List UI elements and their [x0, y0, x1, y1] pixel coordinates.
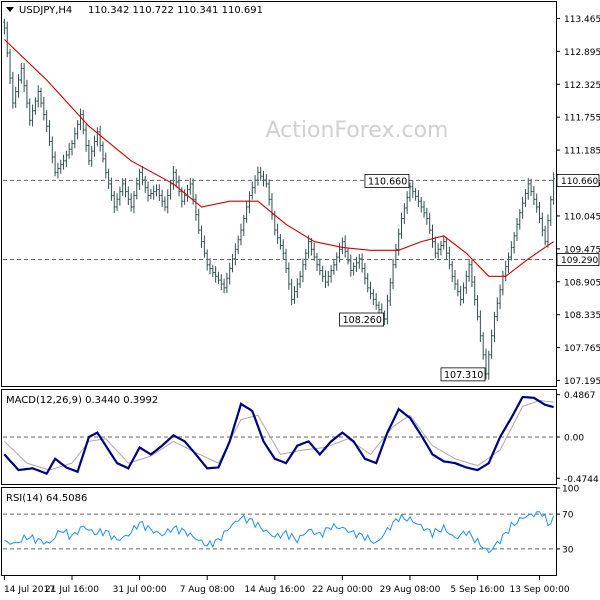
price-tick-label: 113.465 [564, 15, 600, 25]
price-tick-label: 112.895 [564, 48, 600, 58]
macd-signal-line [4, 399, 554, 471]
level-price-label: 109.290 [561, 256, 598, 266]
time-tick-label: 29 Aug 08:00 [380, 585, 441, 595]
time-tick-label: 5 Sep 16:00 [450, 585, 505, 595]
moving-average-line [4, 39, 554, 277]
price-tick-label: 110.045 [564, 212, 600, 222]
price-tick-label: 112.325 [564, 81, 600, 91]
rsi-panel-frame [1, 487, 557, 576]
macd-tick-label: -0.4744 [564, 475, 599, 485]
time-tick-label: 13 Sep 00:00 [509, 585, 569, 595]
rsi-tick-label: 100 [562, 485, 579, 495]
price-annotations: 110.660 108.260 107.310 [339, 174, 486, 382]
price-plot [3, 18, 555, 380]
rsi-tick-label: 30 [562, 545, 574, 555]
level-price-box [556, 253, 600, 266]
rsi-tick-label: 70 [562, 511, 574, 521]
price-tick-label: 108.335 [564, 311, 600, 321]
symbol-title: USDJPY,H4 [19, 5, 72, 16]
collapse-triangle-icon[interactable] [6, 7, 14, 12]
rsi-line [4, 511, 555, 554]
time-tick-label: 31 Jul 00:00 [113, 585, 167, 595]
rsi-axis: 100 70 30 [556, 485, 579, 555]
price-panel-frame [1, 1, 557, 387]
watermark: ActionForex.com [266, 118, 449, 143]
level-lines: 110.660 109.290 [3, 174, 600, 266]
macd-axis: 0.4867 0.00 -0.4744 [556, 391, 599, 485]
macd-line [3, 395, 554, 475]
macd-title: MACD(12,26,9) 0.3440 0.3992 [6, 395, 158, 406]
time-tick-label: 22 Aug 00:00 [312, 585, 373, 595]
rsi-plot [3, 511, 556, 554]
price-tick-label: 109.475 [564, 245, 600, 255]
level-price-label: 110.660 [561, 177, 598, 187]
time-tick-label: 14 Aug 16:00 [244, 585, 305, 595]
annotation-box [339, 312, 385, 327]
price-tick-label: 107.765 [564, 344, 600, 354]
macd-tick-label: 0.4867 [564, 391, 596, 401]
price-header: USDJPY,H4 110.342 110.722 110.341 110.69… [6, 5, 263, 16]
annotation-label: 108.260 [343, 315, 382, 326]
price-axis: 113.465 112.895 112.325 111.755 111.185 110.6… [556, 15, 600, 387]
price-tick-label: 108.905 [564, 278, 600, 288]
price-tick-label: 111.185 [564, 147, 600, 157]
macd-tick-label: 0.00 [564, 434, 584, 444]
price-tick-label: 111.755 [564, 114, 600, 124]
time-tick-label: 14 Jul 2017 [4, 585, 55, 595]
level-price-box [556, 174, 600, 187]
macd-plot [3, 395, 556, 475]
time-tick-label: 7 Aug 08:00 [180, 585, 235, 595]
ohlc-values: 110.342 110.722 110.341 110.691 [88, 5, 263, 16]
rsi-title: RSI(14) 64.5086 [6, 493, 87, 504]
price-tick-label: 107.195 [564, 377, 600, 387]
annotation-label: 107.310 [444, 370, 483, 381]
annotation-box [364, 174, 410, 188]
annotation-box [440, 367, 486, 382]
time-tick-label: 21 Jul 16:00 [45, 585, 99, 595]
annotation-label: 110.660 [368, 176, 407, 187]
